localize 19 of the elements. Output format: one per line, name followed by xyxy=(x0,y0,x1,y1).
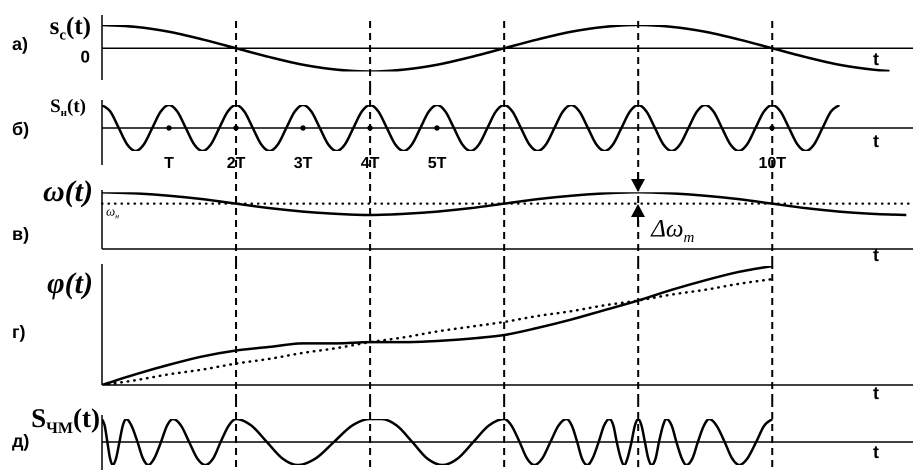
x-tick-label: 3T xyxy=(294,155,313,172)
text: в) xyxy=(12,224,30,244)
x-tick-label: 5T xyxy=(428,155,447,172)
x-tick-label: 2T xyxy=(226,155,246,172)
x-axis-title: t xyxy=(873,131,880,151)
y-axis-title: φ(t) xyxy=(47,267,94,300)
x-tick-label: T xyxy=(164,155,174,172)
x-axis-title: t xyxy=(873,383,880,403)
x-axis-title: t xyxy=(873,245,880,265)
x-axis-title: t xyxy=(873,442,880,462)
text: д) xyxy=(12,431,30,451)
text: 0 xyxy=(80,47,90,66)
x-tick-label: 4T xyxy=(360,155,380,172)
text: б) xyxy=(12,119,30,139)
text: а) xyxy=(12,34,28,54)
x-axis-title: t xyxy=(873,49,880,69)
y-axis-title: ω(t) xyxy=(42,175,94,208)
x-tick-label: 10T xyxy=(758,155,786,172)
text: г) xyxy=(12,322,26,342)
